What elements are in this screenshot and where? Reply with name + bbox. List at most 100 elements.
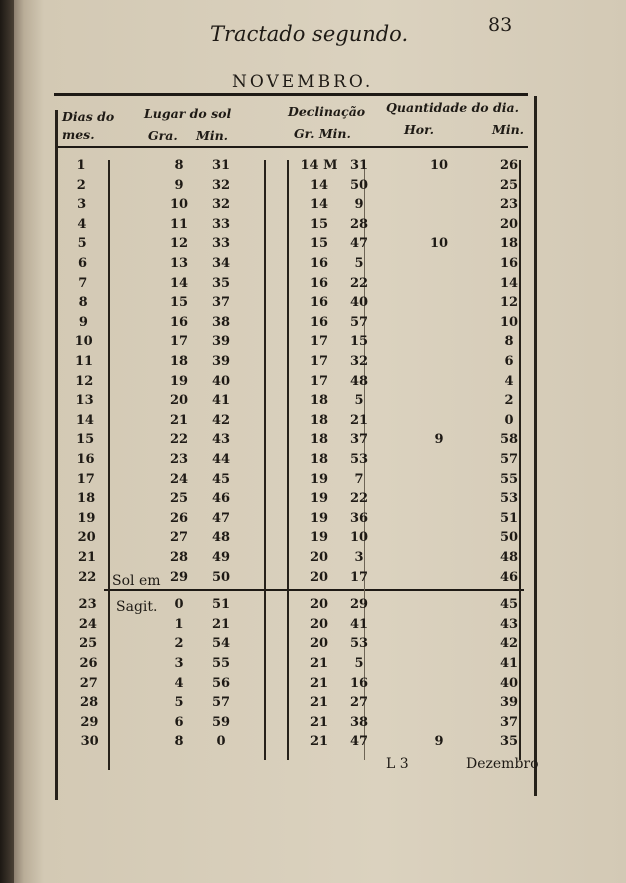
cell-m: 10 [499, 314, 519, 330]
cell-dm: 31 [349, 158, 369, 173]
cell-dm: 37 [349, 432, 369, 448]
cell-dia: 26 [79, 656, 98, 671]
cell-dg: 19 [309, 510, 329, 526]
cell-sm: 40 [211, 373, 231, 389]
header-lugar-gra: Gra. [148, 128, 178, 143]
cell-m: 58 [499, 432, 519, 448]
cell-sm: 33 [211, 216, 231, 232]
cell-dm: 3 [354, 550, 364, 565]
cell-dm: 29 [349, 597, 369, 613]
cell-dia: 19 [77, 510, 96, 526]
cell-sm: 39 [211, 354, 231, 369]
right-border [534, 96, 537, 796]
cell-sg: 4 [174, 675, 184, 691]
header-lugar-min: Min. [196, 128, 229, 143]
cell-dm: 57 [349, 314, 369, 330]
cell-dg: 21 [309, 675, 329, 691]
cell-sg: 23 [169, 452, 189, 467]
cell-dm: 48 [349, 373, 369, 389]
header-lugar-do-sol: Lugar do sol [144, 106, 232, 121]
cell-dg: 18 [309, 432, 329, 448]
cell-dg: 21 [309, 714, 329, 730]
cell-dg: 18 [309, 393, 329, 409]
cell-sg: 24 [169, 471, 189, 487]
cell-dia: 20 [77, 530, 96, 546]
cell-dg: 17 [309, 373, 329, 389]
cell-sg: 9 [174, 177, 184, 193]
cell-dia: 27 [79, 675, 98, 691]
cell-m: 37 [499, 714, 519, 730]
cell-dg: 16 [309, 295, 329, 311]
day-column-rule [108, 160, 110, 770]
cell-h: 10 [429, 158, 449, 173]
cell-sg: 14 [169, 275, 189, 291]
cell-dg: 21 [309, 734, 329, 750]
cell-m: 42 [499, 636, 519, 652]
book-page: Tractado segundo. 83 NOVEMBRO. Dias do m… [14, 0, 626, 883]
cell-sg: 8 [174, 158, 184, 173]
cell-sg: 19 [169, 373, 189, 389]
cell-sg: 20 [169, 393, 189, 409]
cell-m: 40 [499, 675, 519, 691]
cell-dia: 28 [80, 695, 99, 711]
cell-dm: 28 [349, 216, 369, 232]
cell-sg: 10 [169, 197, 189, 213]
cell-sg: 15 [169, 295, 189, 311]
cell-dia: 15 [76, 432, 95, 448]
cell-dia: 30 [80, 734, 99, 750]
cell-dg: 20 [309, 597, 329, 613]
cell-dia: 14 [75, 412, 94, 428]
cell-dm: 47 [349, 734, 369, 750]
cell-dia: 22 [78, 569, 97, 585]
cell-dg: 21 [309, 656, 329, 671]
cell-sg: 29 [169, 569, 189, 585]
cell-dm: 47 [349, 236, 369, 252]
cell-sm: 44 [211, 452, 231, 467]
cell-sm: 57 [211, 695, 231, 711]
cell-dm: 22 [349, 275, 369, 291]
cell-h: 9 [434, 432, 444, 448]
cell-sm: 32 [211, 197, 231, 213]
running-head: Tractado segundo. [210, 22, 409, 46]
cell-dm: 21 [349, 412, 369, 428]
cell-m: 51 [499, 510, 519, 526]
cell-dm: 32 [349, 354, 369, 369]
cell-dm: 16 [349, 675, 369, 691]
cell-dia: 5 [77, 236, 87, 252]
cell-dm: 17 [349, 569, 369, 585]
cell-sg: 21 [169, 412, 189, 428]
cell-sm: 43 [211, 432, 231, 448]
note-sol-em: Sol em [112, 573, 161, 589]
cell-dm: 10 [349, 530, 369, 546]
cell-m: 48 [499, 550, 519, 565]
cell-m: 55 [499, 471, 519, 487]
cell-dm: 5 [354, 656, 364, 671]
cell-dg: 18 [309, 412, 329, 428]
cell-m: 50 [499, 530, 519, 546]
cell-m: 20 [499, 216, 519, 232]
cell-m: 2 [504, 393, 514, 409]
header-declinacao: Declinação [288, 104, 366, 119]
cell-dm: 41 [349, 616, 369, 632]
cell-sm: 33 [211, 236, 231, 252]
cell-dia: 18 [77, 491, 96, 507]
cell-dg: 15 [309, 216, 329, 232]
cell-dg: 16 [309, 256, 329, 271]
cell-sm: 56 [211, 675, 231, 691]
cell-m: 25 [499, 177, 519, 193]
cell-sm: 41 [211, 393, 231, 409]
cell-dia: 9 [78, 314, 88, 330]
table-top-rule [54, 93, 528, 96]
signature-mark: L 3 [386, 756, 409, 772]
cell-dg: 19 [309, 491, 329, 507]
cell-dia: 2 [76, 177, 86, 193]
cell-m: 35 [499, 734, 519, 750]
cell-h: 9 [434, 734, 444, 750]
cell-dia: 29 [80, 714, 99, 730]
decl-column-rule [287, 160, 289, 760]
cell-m: 39 [499, 695, 519, 711]
cell-sm: 37 [211, 295, 231, 311]
cell-m: 16 [499, 256, 519, 271]
cell-dm: 7 [354, 471, 364, 487]
cell-m: 4 [504, 373, 514, 389]
